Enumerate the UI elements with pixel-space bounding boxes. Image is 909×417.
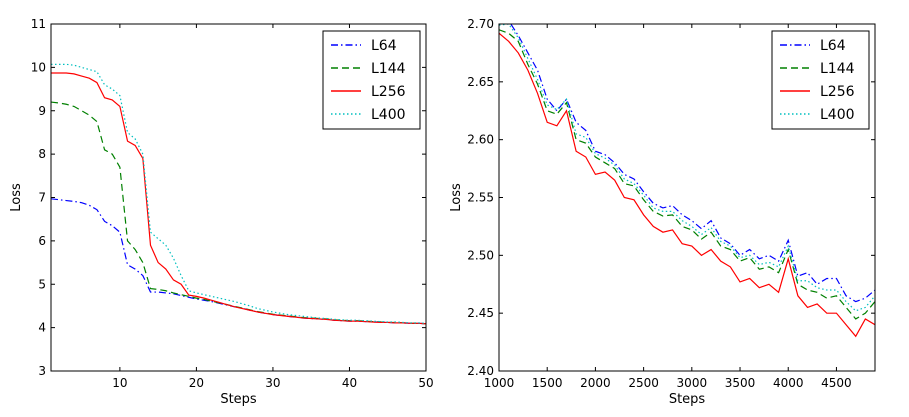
y-tick-label: 9 (38, 104, 46, 118)
legend-label-l400: L400 (820, 107, 855, 123)
legend-label-l144: L144 (371, 61, 406, 77)
y-tick-label: 2.60 (467, 133, 494, 147)
x-tick-label: 2000 (580, 376, 611, 390)
x-axis-label: Steps (669, 392, 706, 407)
x-tick-label: 50 (418, 376, 433, 390)
x-tick-label: 1500 (532, 376, 563, 390)
x-tick-label: 3000 (677, 376, 708, 390)
y-tick-label: 2.50 (467, 248, 494, 262)
x-tick-label: 40 (342, 376, 357, 390)
y-tick-label: 11 (31, 17, 46, 31)
y-tick-label: 2.65 (467, 75, 494, 89)
x-tick-label: 4500 (821, 376, 852, 390)
x-tick-label: 1000 (484, 376, 515, 390)
y-tick-label: 8 (38, 147, 46, 161)
legend-label-l400: L400 (371, 107, 406, 123)
legend-label-l144: L144 (820, 61, 855, 77)
y-tick-label: 6 (38, 234, 46, 248)
y-tick-label: 2.40 (467, 364, 494, 378)
right-loss-chart: 1000 1500 2000 2500 3000 3500 4000 4500 2.40 2.45… (449, 17, 876, 407)
y-tick-label: 2.55 (467, 191, 494, 205)
legend-label-l64: L64 (371, 38, 397, 54)
left-loss-chart: 10 20 30 40 50 3 4 5 6 7 8 9 10 11 Steps Loss L64 L144 L25… (9, 17, 434, 407)
y-tick-label: 2.45 (467, 306, 494, 320)
y-tick-label: 2.70 (467, 17, 494, 31)
y-axis-label: Loss (9, 183, 24, 212)
legend-label-l64: L64 (820, 38, 846, 54)
x-tick-label: 20 (189, 376, 204, 390)
legend-box (322, 30, 421, 130)
series-line-l144 (51, 101, 426, 325)
series-line-l400 (499, 24, 875, 312)
y-axis-label: Loss (449, 183, 464, 212)
y-tick-label: 10 (31, 60, 46, 74)
legend-label-l256: L256 (371, 84, 406, 100)
legend-label-l256: L256 (820, 84, 855, 100)
series-line-l400 (51, 63, 426, 324)
x-tick-label: 2500 (628, 376, 659, 390)
x-tick-label: 30 (265, 376, 280, 390)
legend-box (771, 30, 870, 130)
y-tick-label: 5 (38, 277, 46, 291)
x-tick-label: 10 (112, 376, 127, 390)
series-line-l64 (51, 198, 426, 325)
y-tick-label: 3 (38, 364, 46, 378)
legend: L64 L144 L256 L400 (771, 30, 870, 130)
y-tick-label: 7 (38, 191, 46, 205)
x-tick-label: 4000 (773, 376, 804, 390)
x-axis-label: Steps (220, 392, 257, 407)
legend: L64 L144 L256 L400 (322, 30, 421, 130)
y-tick-label: 4 (38, 321, 46, 335)
x-tick-label: 3500 (725, 376, 756, 390)
series-line-l144 (499, 29, 875, 320)
series-line-l256 (499, 32, 875, 338)
series-line-l256 (51, 72, 426, 325)
